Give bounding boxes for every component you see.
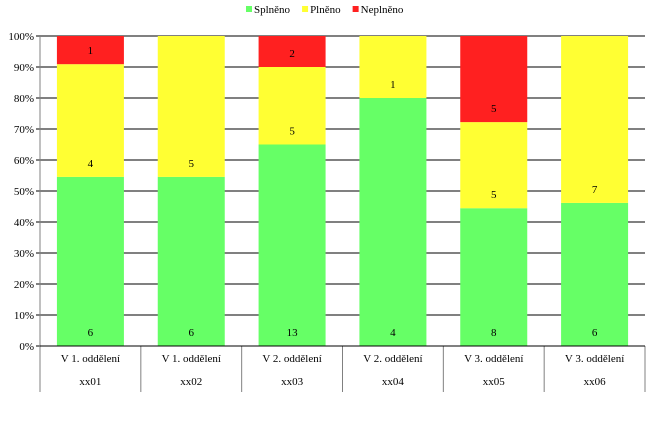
y-tick-label: 60% — [14, 155, 34, 167]
bar-segment — [460, 36, 528, 123]
bar-segment — [258, 36, 326, 67]
data-label: 5 — [289, 126, 295, 138]
category-label: V 3. oddělení — [565, 353, 624, 365]
category-sublabel: xx06 — [584, 376, 607, 388]
bar-segment — [157, 36, 225, 177]
bar-segment — [359, 36, 427, 98]
y-tick-label: 70% — [14, 124, 34, 136]
data-label: 1 — [390, 79, 396, 91]
bar-segment — [56, 176, 124, 346]
bar-segment — [56, 36, 124, 65]
category-sublabel: xx05 — [483, 376, 506, 388]
legend-swatch-2 — [352, 6, 359, 12]
category-label: V 1. oddělení — [162, 353, 221, 365]
legend-label-1: Plněno — [310, 4, 341, 16]
data-label: 8 — [491, 327, 497, 339]
category-label: V 2. oddělení — [363, 353, 422, 365]
bar-segment — [258, 67, 326, 145]
category-label: V 3. oddělení — [464, 353, 523, 365]
category-sublabel: xx04 — [382, 376, 405, 388]
y-tick-label: 40% — [14, 217, 34, 229]
y-tick-label: 50% — [14, 186, 34, 198]
bar-segment — [460, 122, 528, 209]
data-label: 7 — [592, 184, 598, 196]
bar-segment — [561, 36, 629, 203]
data-label: 13 — [287, 327, 299, 339]
y-tick-label: 0% — [19, 341, 34, 353]
y-tick-label: 10% — [14, 310, 34, 322]
data-label: 5 — [491, 189, 497, 201]
category-sublabel: xx02 — [180, 376, 202, 388]
data-label: 4 — [390, 327, 396, 339]
data-label: 5 — [491, 103, 497, 115]
category-sublabel: xx01 — [79, 376, 101, 388]
data-label: 6 — [592, 327, 598, 339]
y-tick-label: 20% — [14, 279, 34, 291]
category-label: V 1. oddělení — [61, 353, 120, 365]
legend-swatch-0 — [246, 6, 252, 12]
bar-segment — [157, 176, 225, 346]
data-label: 4 — [88, 158, 94, 170]
legend-label-2: Neplněno — [361, 4, 404, 16]
bar-segment — [359, 98, 427, 346]
y-tick-label: 90% — [14, 62, 34, 74]
legend-swatch-1 — [302, 6, 309, 12]
y-tick-label: 30% — [14, 248, 34, 260]
data-label: 6 — [88, 327, 94, 339]
y-tick-label: 80% — [14, 93, 34, 105]
y-tick-label: 100% — [8, 31, 34, 43]
bar-segment — [561, 202, 629, 346]
category-sublabel: xx03 — [281, 376, 304, 388]
category-label: V 2. oddělení — [262, 353, 321, 365]
data-label: 2 — [289, 48, 295, 60]
bar-segment — [460, 208, 528, 346]
data-label: 6 — [189, 327, 195, 339]
data-label: 5 — [189, 158, 195, 170]
bar-segment — [56, 64, 124, 177]
legend-label-0: Splněno — [254, 4, 291, 16]
data-label: 1 — [88, 45, 94, 57]
bar-segment — [258, 144, 326, 346]
